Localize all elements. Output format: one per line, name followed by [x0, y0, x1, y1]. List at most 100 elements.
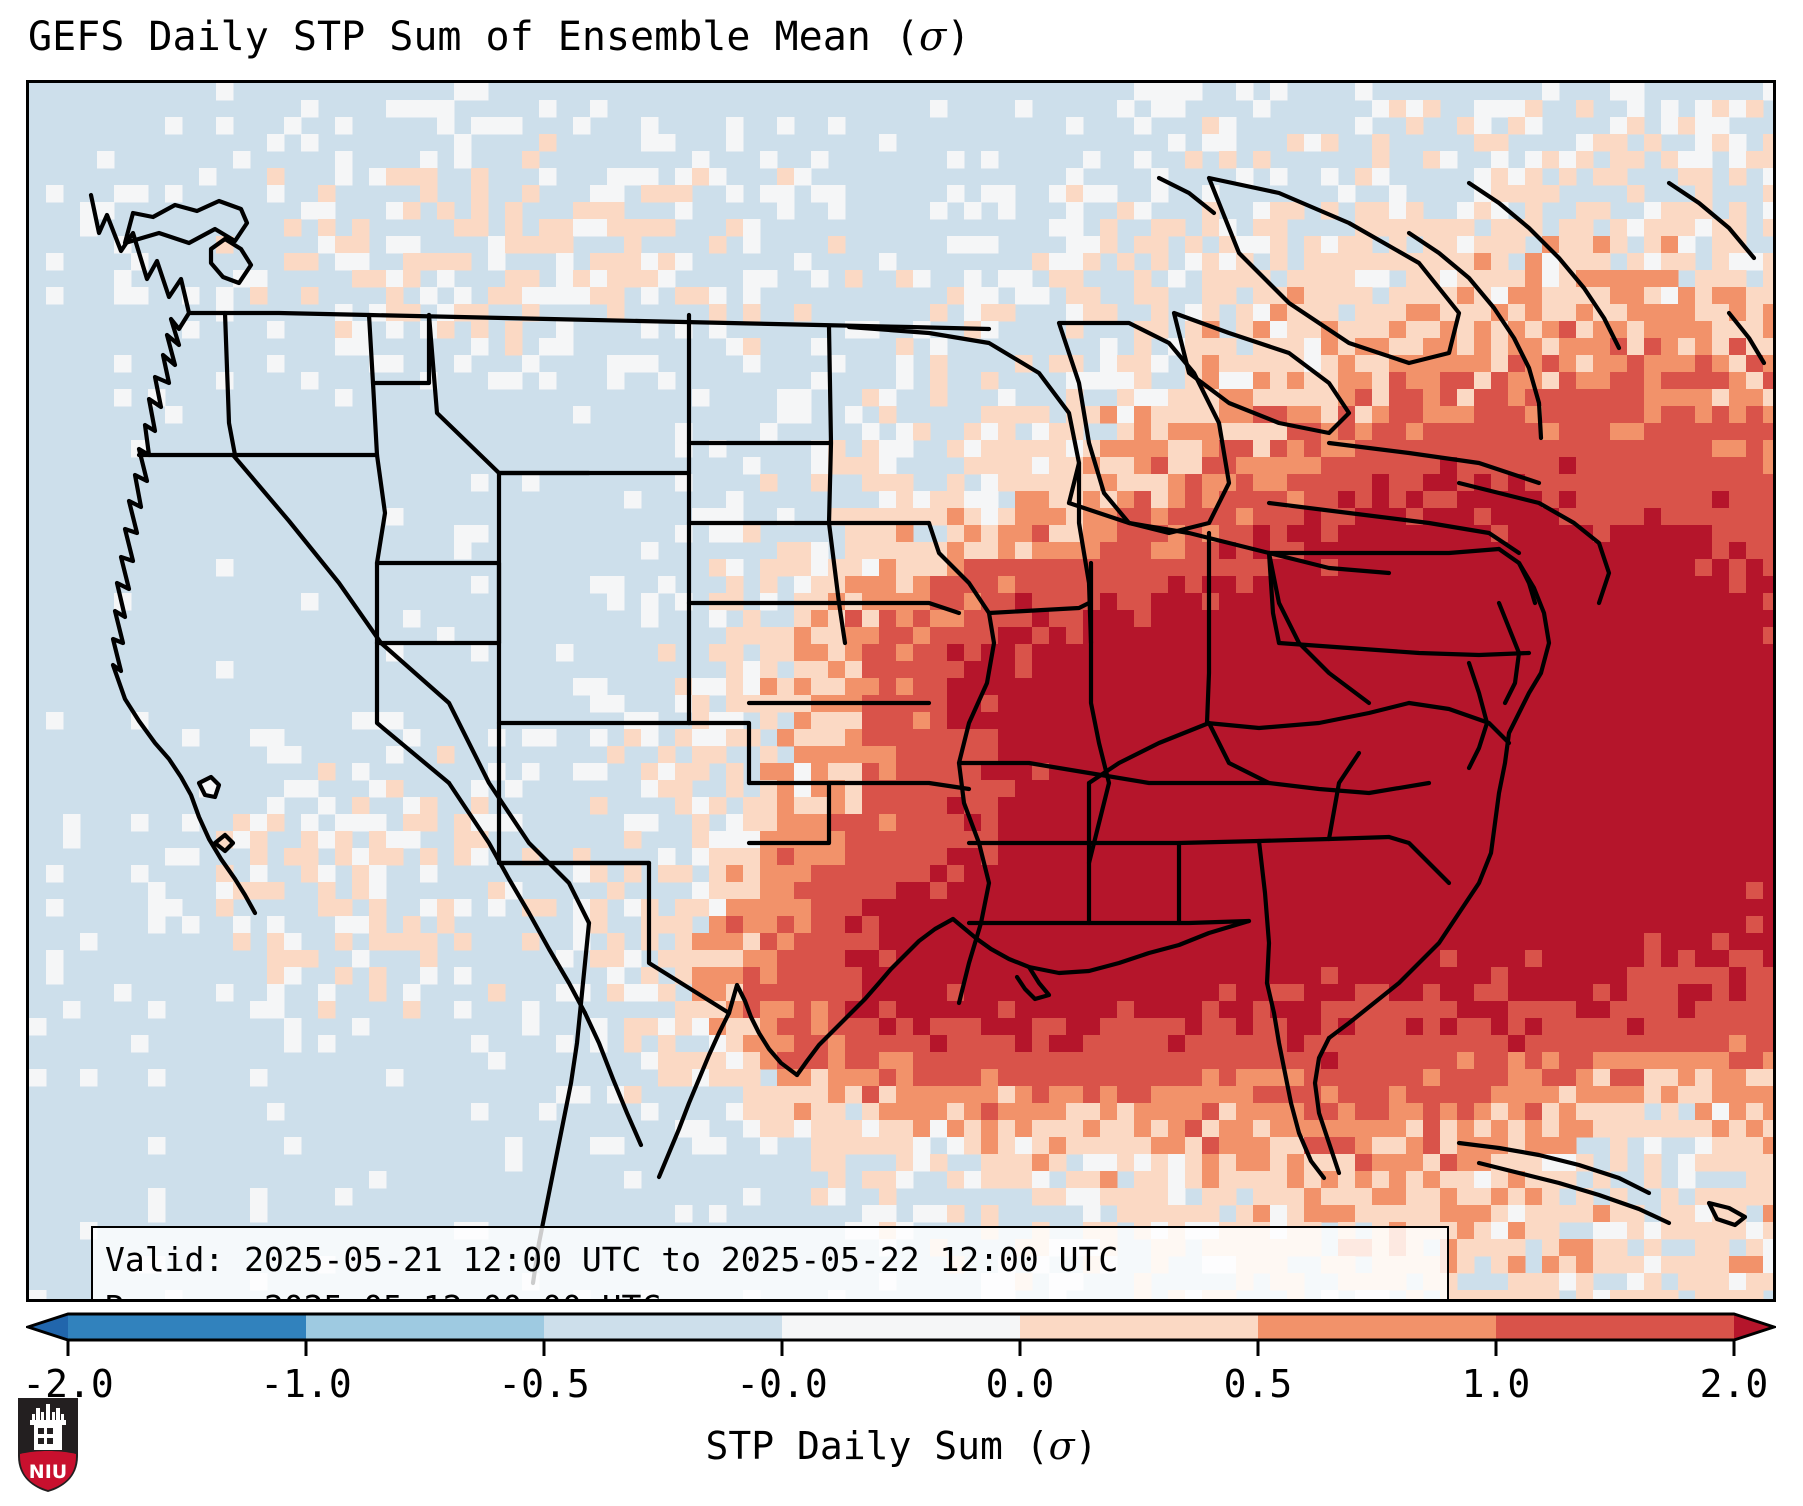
heatmap-cell — [930, 763, 948, 781]
heatmap-cell — [930, 984, 948, 1002]
heatmap-cell — [1542, 236, 1560, 254]
heatmap-cell — [1049, 1086, 1067, 1104]
heatmap-cell — [1474, 1205, 1492, 1223]
heatmap-cell — [505, 1137, 523, 1155]
heatmap-cell — [862, 389, 880, 407]
heatmap-cell — [981, 763, 999, 781]
heatmap-cell — [1712, 763, 1730, 781]
heatmap-cell — [1457, 338, 1475, 356]
heatmap-cell — [1559, 950, 1577, 968]
heatmap-cell — [1678, 848, 1696, 866]
heatmap-cell — [760, 1103, 778, 1121]
heatmap-cell — [1474, 576, 1492, 594]
heatmap-cell — [1610, 559, 1628, 577]
heatmap-cell — [1168, 678, 1186, 696]
heatmap-cell — [1678, 355, 1696, 373]
heatmap-cell — [1746, 151, 1764, 169]
heatmap-cell — [1168, 1018, 1186, 1036]
heatmap-cell — [1032, 406, 1050, 424]
heatmap-cell — [1100, 236, 1118, 254]
heatmap-cell — [1151, 797, 1169, 815]
wa-or-border — [222, 310, 238, 458]
heatmap-cell — [726, 967, 744, 985]
heatmap-cell — [1576, 1290, 1594, 1299]
heatmap-cell — [1508, 865, 1526, 883]
heatmap-cell — [1593, 423, 1611, 441]
heatmap-cell — [1151, 253, 1169, 271]
heatmap-cell — [284, 950, 302, 968]
heatmap-cell — [726, 627, 744, 645]
heatmap-cell — [1440, 1001, 1458, 1019]
heatmap-cell — [607, 933, 625, 951]
heatmap-cell — [692, 287, 710, 305]
heatmap-cell — [1219, 695, 1237, 713]
heatmap-cell — [879, 610, 897, 628]
heatmap-cell — [318, 882, 336, 900]
heatmap-cell — [879, 712, 897, 730]
heatmap-cell — [1372, 168, 1390, 186]
heatmap-cell — [1066, 899, 1084, 917]
heatmap-cell — [828, 202, 846, 220]
heatmap-cell — [1508, 1239, 1526, 1257]
heatmap-cell — [862, 1103, 880, 1121]
heatmap-cell — [1661, 576, 1679, 594]
heatmap-cell — [1457, 1035, 1475, 1053]
heatmap-cell — [947, 1018, 965, 1036]
heatmap-cell — [862, 440, 880, 458]
heatmap-cell — [1117, 559, 1135, 577]
heatmap-cell — [641, 610, 659, 628]
heatmap-cell — [1525, 627, 1543, 645]
heatmap-cell — [1406, 389, 1424, 407]
heatmap-cell — [930, 1086, 948, 1104]
heatmap-cell — [794, 406, 812, 424]
heatmap-cell — [998, 202, 1016, 220]
heatmap-cell — [1746, 746, 1764, 764]
heatmap-cell — [947, 576, 965, 594]
heatmap-cell — [794, 1001, 812, 1019]
heatmap-cell — [1372, 848, 1390, 866]
heatmap-cell — [947, 882, 965, 900]
heatmap-cell — [1423, 1035, 1441, 1053]
heatmap-cell — [1729, 372, 1747, 390]
heatmap-cell — [964, 1018, 982, 1036]
heatmap-cell — [1712, 814, 1730, 832]
heatmap-cell — [437, 746, 455, 764]
heatmap-cell — [1576, 848, 1594, 866]
heatmap-cell — [1134, 1188, 1152, 1206]
heatmap-cell — [1661, 729, 1679, 747]
heatmap-cell — [777, 1086, 795, 1104]
great-lakes-south-shore — [1066, 500, 1392, 576]
heatmap-cell — [1372, 984, 1390, 1002]
heatmap-cell — [1712, 1018, 1730, 1036]
heatmap-cell — [845, 525, 863, 543]
heatmap-cell — [947, 542, 965, 560]
heatmap-cell — [624, 729, 642, 747]
heatmap-cell — [1627, 814, 1645, 832]
heatmap-cell — [1117, 967, 1135, 985]
heatmap-cell — [1253, 933, 1271, 951]
heatmap-cell — [1423, 559, 1441, 577]
heatmap-cell — [1627, 848, 1645, 866]
heatmap-cell — [1644, 1154, 1662, 1172]
heatmap-cell — [607, 185, 625, 203]
heatmap-cell — [1389, 950, 1407, 968]
heatmap-cell — [1491, 1120, 1509, 1138]
heatmap-cell — [743, 1086, 761, 1104]
heatmap-cell — [794, 916, 812, 934]
heatmap-cell — [777, 117, 795, 135]
heatmap-cell — [301, 253, 319, 271]
heatmap-cell — [1389, 1171, 1407, 1189]
heatmap-cell — [1627, 984, 1645, 1002]
heatmap-cell — [1491, 474, 1509, 492]
heatmap-cell — [1168, 457, 1186, 475]
heatmap-cell — [1661, 1222, 1679, 1240]
heatmap-cell — [1236, 1137, 1254, 1155]
heatmap-cell — [1576, 1205, 1594, 1223]
heatmap-cell — [794, 644, 812, 662]
heatmap-cell — [1236, 168, 1254, 186]
heatmap-cell — [1508, 1188, 1526, 1206]
heatmap-cell — [1406, 933, 1424, 951]
heatmap-cell — [607, 576, 625, 594]
heatmap-cell — [1661, 338, 1679, 356]
heatmap-cell — [1338, 1171, 1356, 1189]
